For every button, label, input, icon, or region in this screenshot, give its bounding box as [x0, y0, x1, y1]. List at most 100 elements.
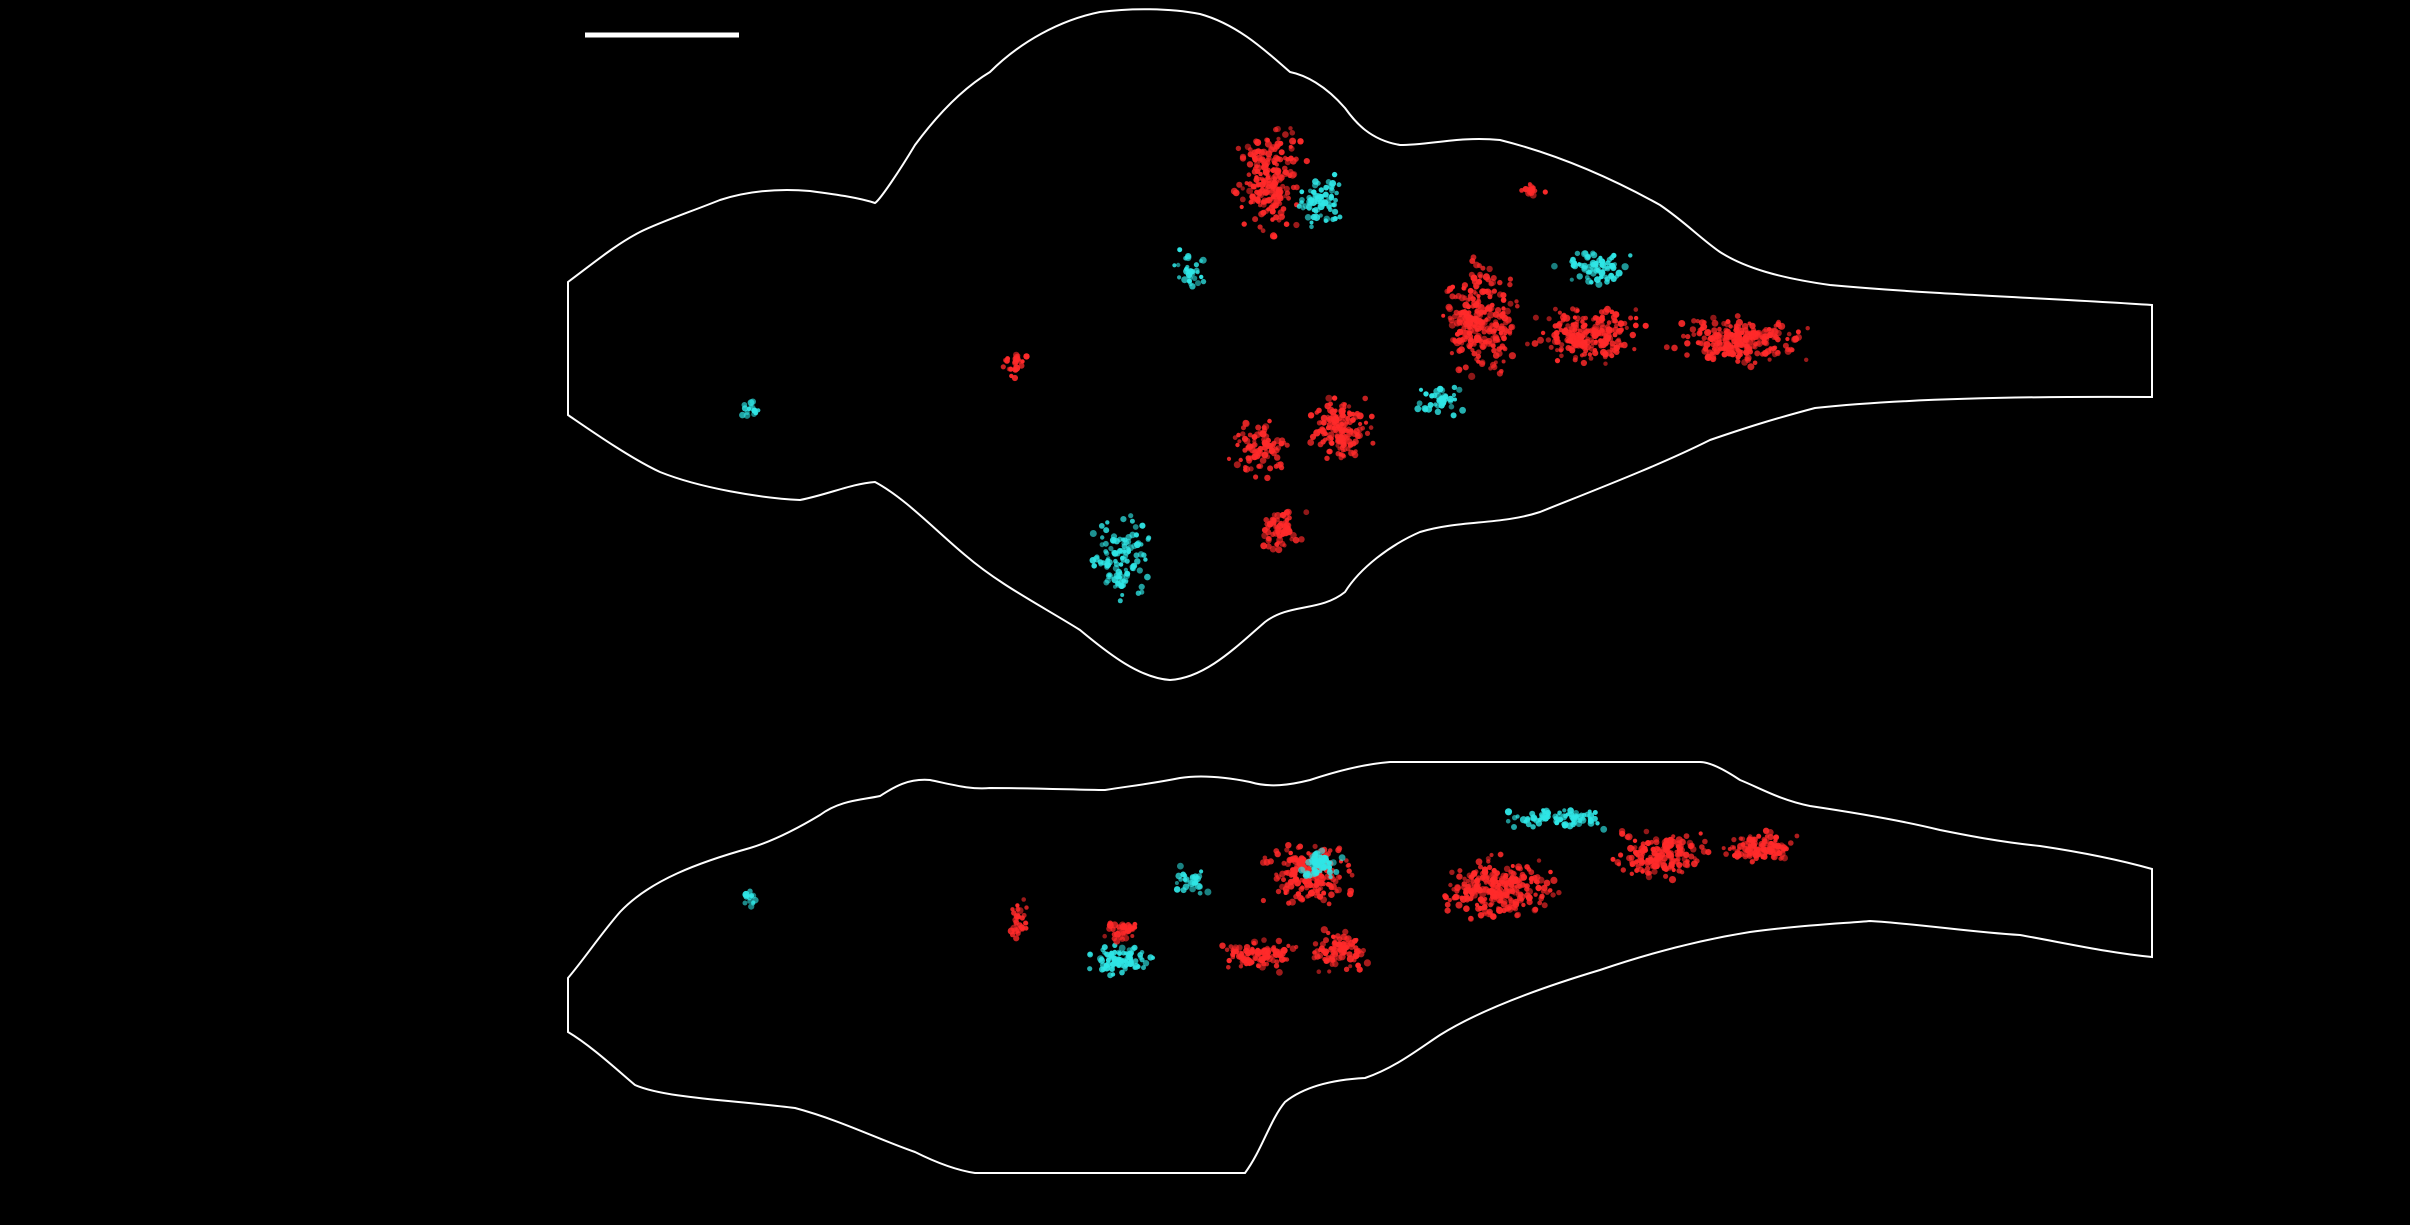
red-cell-dot	[1569, 347, 1576, 354]
red-cell-dot	[1462, 876, 1467, 881]
cyan-cell-dot	[1117, 536, 1123, 542]
red-cell-dot	[1245, 455, 1252, 461]
red-cell-dot	[1746, 852, 1753, 859]
red-cell-dot	[1473, 282, 1480, 290]
red-cell-dot	[1255, 950, 1260, 955]
cyan-cell-dot	[1334, 190, 1339, 196]
red-cell-dot	[1545, 337, 1552, 343]
red-cell-dot	[1671, 867, 1676, 873]
red-cell-dot	[1508, 352, 1516, 360]
red-cell-dot	[1795, 329, 1801, 335]
red-cell-dot	[1328, 891, 1335, 898]
cyan-cell-dot	[1570, 256, 1576, 263]
red-cell-dot	[1008, 366, 1014, 372]
red-cell-dot	[1125, 922, 1132, 928]
red-cell-dot	[1781, 854, 1788, 862]
red-cell-dot	[1484, 288, 1492, 296]
red-cell-dot	[1771, 853, 1778, 861]
red-cell-dot	[1122, 934, 1130, 942]
cyan-cell-dot	[1136, 567, 1143, 574]
red-cell-dot	[1010, 907, 1015, 912]
red-cell-dot	[1579, 353, 1585, 358]
cyan-cell-dot	[1421, 405, 1428, 412]
red-cell-dot	[1314, 410, 1320, 415]
cyan-cell-dot	[1193, 262, 1199, 268]
red-cell-dot	[1012, 359, 1019, 367]
red-cell-dot	[1544, 889, 1550, 895]
cyan-cell-dot	[1145, 536, 1151, 542]
red-cell-dot	[1337, 874, 1343, 880]
red-cell-dot	[1288, 850, 1293, 856]
red-cell-dot	[1293, 894, 1299, 900]
red-cell-dot	[1276, 136, 1281, 141]
red-cell-dot	[1735, 318, 1743, 327]
red-cell-dot	[1695, 319, 1700, 324]
red-cell-dot	[1272, 160, 1277, 166]
red-cell-dot	[1330, 950, 1336, 956]
red-cell-dot	[1717, 326, 1722, 332]
red-cell-dot	[1778, 856, 1783, 861]
red-cell-dot	[1491, 347, 1497, 354]
red-cell-dot	[1521, 902, 1526, 908]
red-cell-dot	[1261, 937, 1267, 943]
red-cell-dot	[1710, 357, 1716, 363]
red-cell-dot	[1492, 328, 1497, 333]
red-cell-dot	[1479, 890, 1487, 898]
cyan-cell-dot	[1525, 817, 1531, 823]
red-cell-dot	[1241, 435, 1249, 442]
cyan-cell-dot	[744, 409, 750, 415]
red-cell-dot	[1362, 395, 1368, 402]
red-cell-dot	[1245, 445, 1251, 450]
red-cell-dot	[1553, 306, 1558, 312]
red-cell-dot	[1247, 432, 1253, 438]
red-cell-dot	[1263, 208, 1269, 214]
red-cell-dot	[1130, 934, 1135, 938]
red-cell-dot	[1479, 898, 1486, 905]
cyan-cell-dot	[1579, 816, 1587, 824]
red-cell-dot	[1345, 416, 1351, 421]
cyan-cell-dot	[1598, 269, 1606, 277]
red-cell-dot	[1638, 849, 1645, 855]
red-cell-dot	[1283, 185, 1290, 192]
red-cell-dot	[1488, 366, 1493, 371]
cyan-cell-dot	[1319, 860, 1325, 865]
red-cell-dot	[1695, 340, 1700, 345]
red-cell-dot	[1556, 889, 1562, 896]
red-cell-dot	[1634, 859, 1639, 865]
red-cell-dot	[1266, 155, 1272, 161]
red-cell-dot	[1276, 522, 1284, 530]
red-cell-dot	[1647, 856, 1655, 865]
red-cell-dot	[1239, 958, 1246, 965]
red-cell-dot	[1598, 321, 1605, 328]
red-cell-dot	[1588, 356, 1594, 361]
red-cell-dot	[1661, 864, 1668, 871]
red-cell-dot	[1604, 305, 1611, 313]
red-cell-dot	[1486, 859, 1491, 864]
cyan-cell-dot	[1189, 885, 1196, 893]
red-cell-dot	[1624, 325, 1629, 330]
red-cell-dot	[1444, 901, 1451, 908]
red-cell-dot	[1341, 454, 1347, 459]
red-cell-dot	[1526, 899, 1533, 906]
red-cell-dot	[1349, 872, 1355, 878]
red-cell-dot	[1326, 930, 1331, 936]
cyan-cell-dot	[1101, 944, 1108, 951]
red-cell-dot	[1254, 196, 1261, 203]
red-cell-dot	[1332, 421, 1337, 426]
red-cell-dot	[1704, 353, 1712, 361]
red-cell-dot	[1524, 883, 1530, 889]
cyan-cell-dot	[1118, 582, 1125, 589]
red-cell-dot	[1024, 925, 1029, 931]
cyan-cell-dot	[1103, 951, 1108, 956]
red-cell-dot	[1716, 338, 1722, 343]
red-cell-dot	[1614, 859, 1622, 866]
red-cell-dot	[1320, 439, 1326, 445]
red-cell-dot	[1637, 866, 1644, 873]
red-cell-dot	[1601, 330, 1609, 338]
red-cell-dot	[1445, 303, 1453, 311]
cyan-cell-dot	[1123, 567, 1128, 573]
cyan-cell-dot	[1442, 396, 1449, 403]
red-cell-dot	[1618, 342, 1624, 348]
cyan-cell-dot	[1120, 593, 1125, 597]
red-cell-dot	[1660, 853, 1666, 858]
